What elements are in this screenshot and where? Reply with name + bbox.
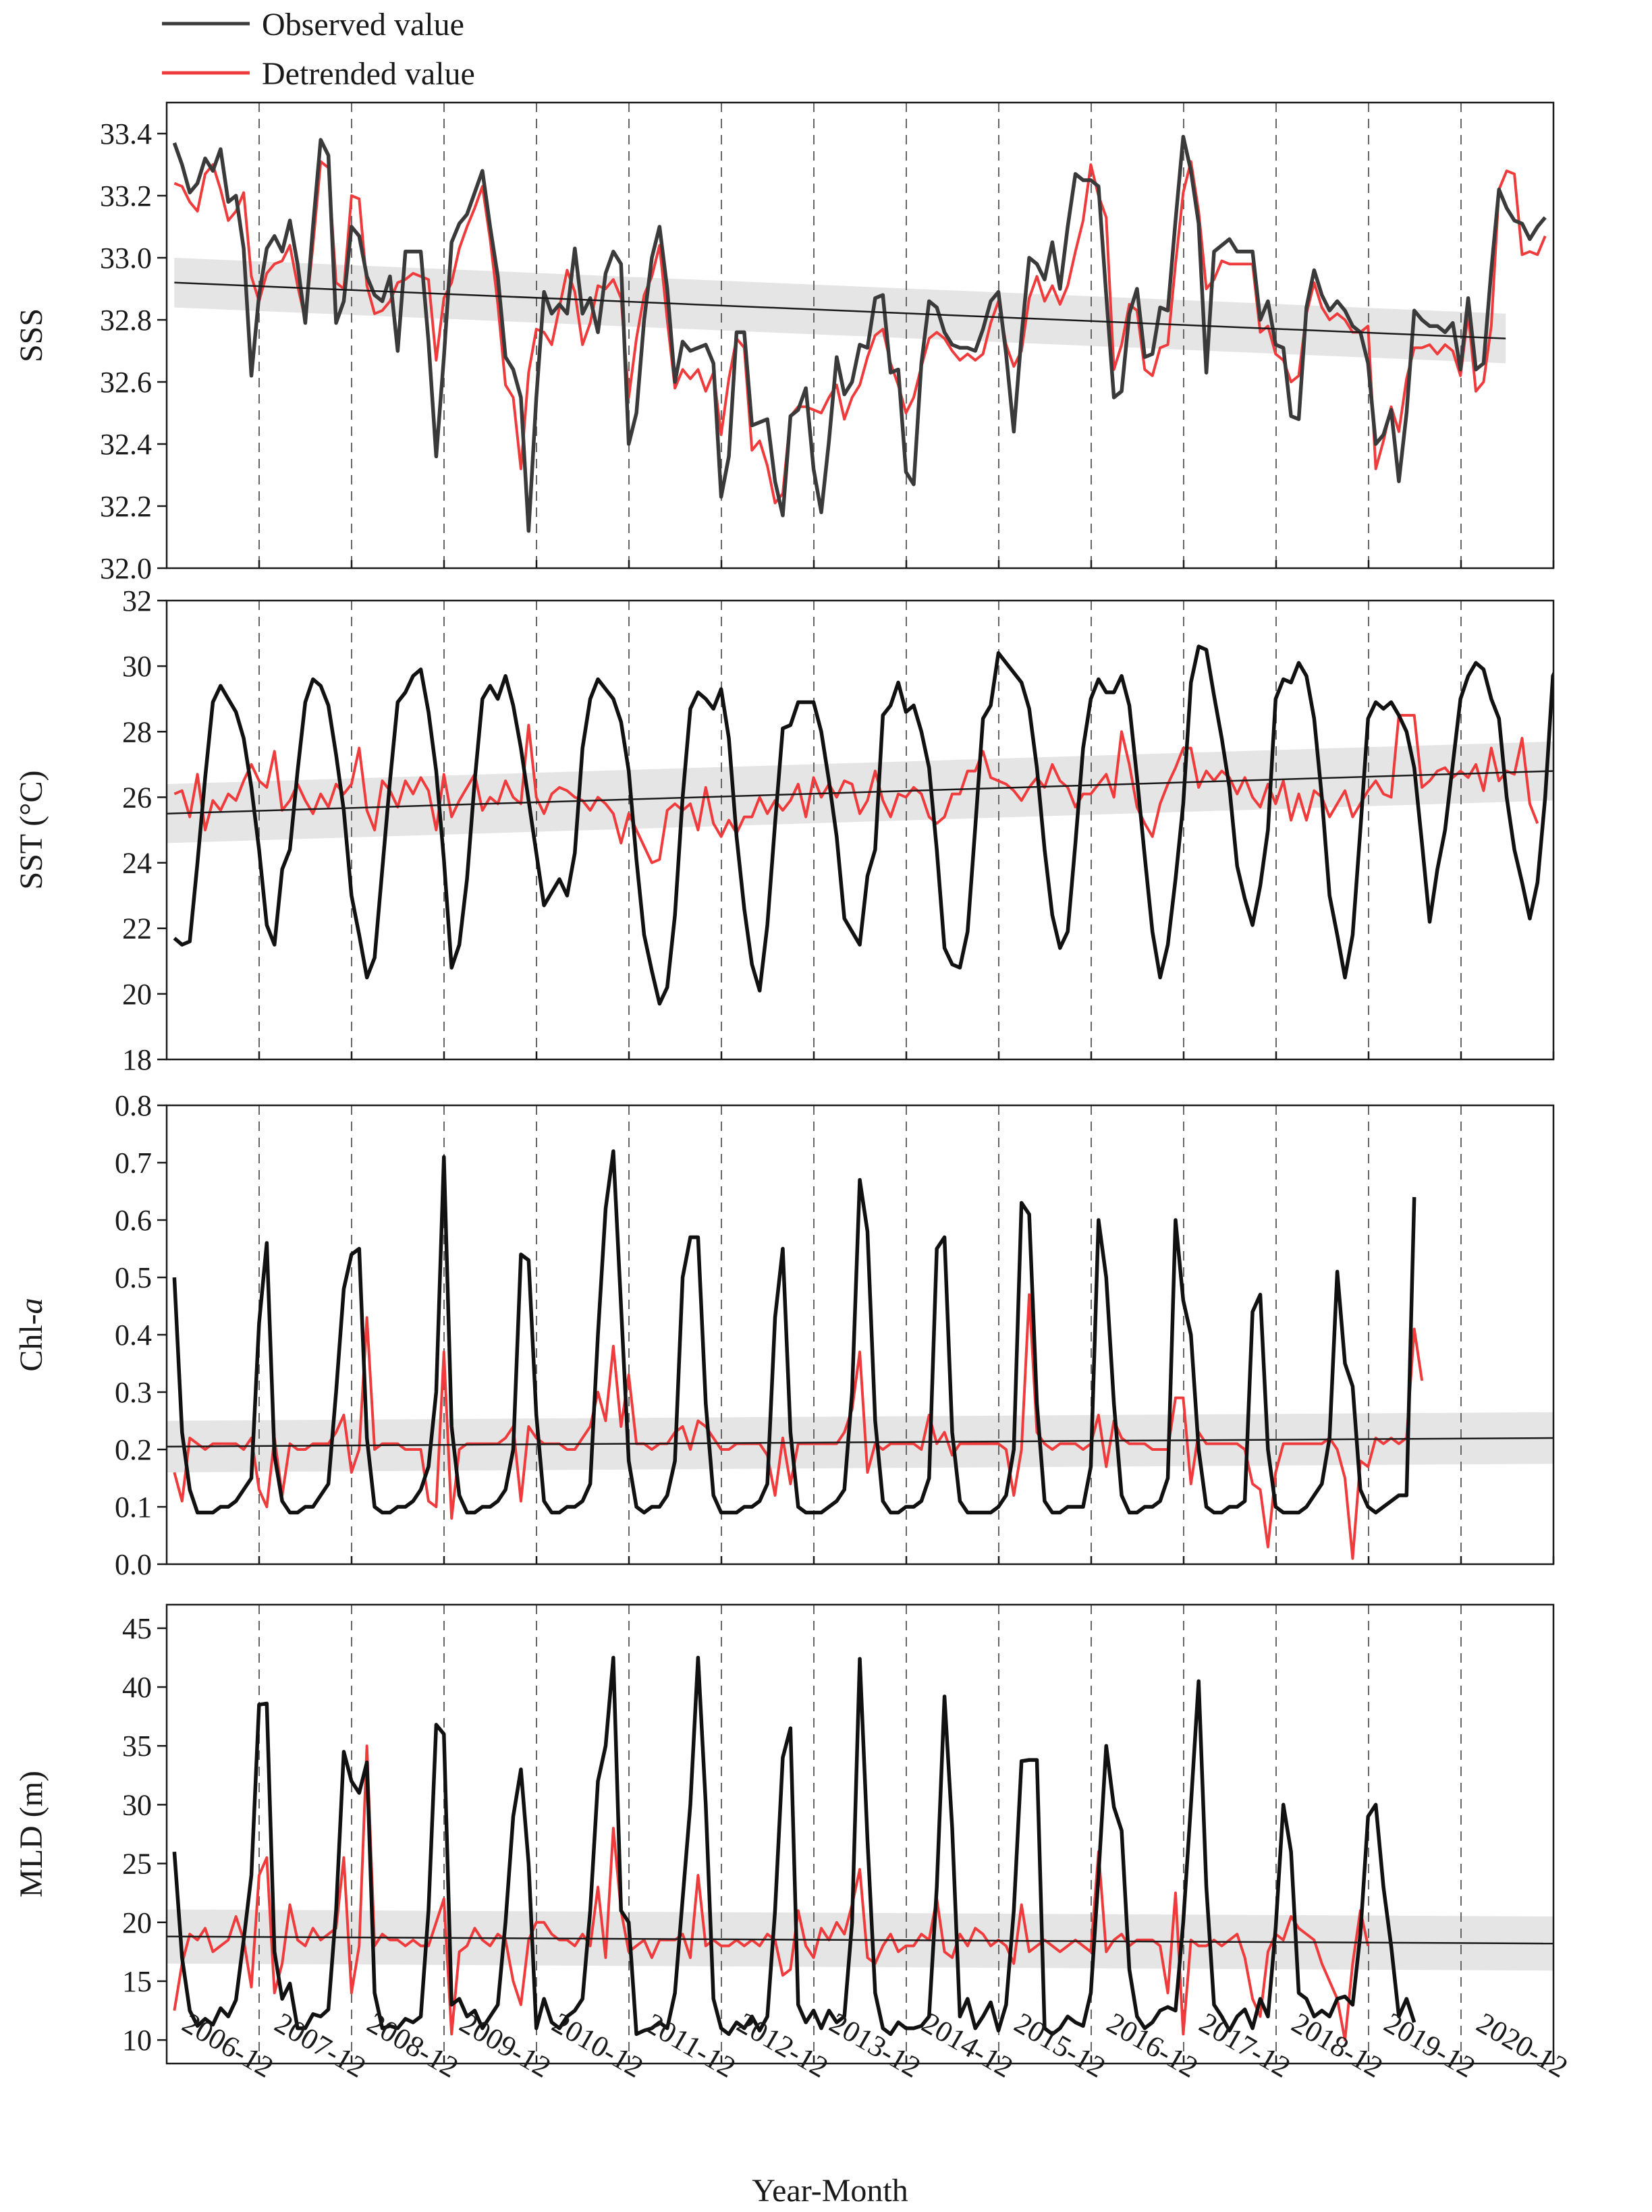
sst-series-detrended xyxy=(173,714,1539,864)
sss-trend-line xyxy=(174,281,1506,339)
mld-ytick-label-6: 40 xyxy=(122,1671,152,1704)
mld-ytick-label-0: 10 xyxy=(122,2024,152,2057)
mld-trend-line xyxy=(167,1935,1553,1945)
mld-ytick-label-3: 25 xyxy=(122,1848,152,1881)
mld-ytick-label-1: 15 xyxy=(122,1965,152,1998)
mld-ytick-label-5: 35 xyxy=(122,1730,152,1763)
sst-ytick-label-1: 20 xyxy=(122,978,152,1011)
sst-ytick-label-5: 28 xyxy=(122,715,152,748)
sst-series-observed xyxy=(173,644,1553,1006)
mld-series-detrended xyxy=(173,1744,1370,2042)
mld-frame xyxy=(165,1603,1555,2065)
chl-trend-line xyxy=(167,1437,1553,1447)
x-tick-label-2017-12: 2017-12 xyxy=(1194,2006,1296,2084)
x-tick-labels: 2006-122007-122008-122009-122010-122011-… xyxy=(177,2006,1574,2084)
legend-observed-label: Observed value xyxy=(262,7,464,43)
chl-ytick-label-2: 0.2 xyxy=(115,1433,152,1466)
mld-ytick-label-7: 45 xyxy=(122,1612,152,1645)
sst-ytick-label-6: 30 xyxy=(122,650,152,683)
x-tick-label-2011-12: 2011-12 xyxy=(640,2007,741,2084)
sst-ytick-label-7: 32 xyxy=(122,584,152,617)
sss-ytick-label-1: 32.2 xyxy=(100,490,152,523)
chl-series-observed xyxy=(172,1149,1416,1515)
sss-series-observed xyxy=(172,134,1547,533)
mld-ytick-label-2: 20 xyxy=(122,1906,152,1939)
x-tick-label-2019-12: 2019-12 xyxy=(1379,2006,1481,2084)
x-tick-label-2016-12: 2016-12 xyxy=(1101,2006,1204,2084)
mld-ytick-label-4: 30 xyxy=(122,1788,152,1821)
sss-y-axis-title: SSS xyxy=(13,308,49,362)
chl-series-detrended xyxy=(173,1293,1424,1560)
chl-ytick-label-4: 0.4 xyxy=(115,1319,152,1352)
sss-plot-area xyxy=(172,103,1547,568)
x-tick-label-2020-12: 2020-12 xyxy=(1471,2006,1574,2084)
chl-plot-area xyxy=(167,1105,1553,1564)
chl-ytick-label-1: 0.1 xyxy=(115,1491,152,1524)
sst-frame xyxy=(165,599,1555,1061)
mld-series-observed xyxy=(172,1655,1416,2037)
sst-trend-line xyxy=(167,770,1553,814)
sst-ytick-label-4: 26 xyxy=(122,781,152,814)
sss-ytick-label-0: 32.0 xyxy=(100,552,152,585)
mld-y-axis-title: MLD (m) xyxy=(13,1771,49,1898)
x-tick-label-2013-12: 2013-12 xyxy=(824,2006,927,2084)
panel-sst: 18 20 22 24 26 28 30 32 SST (°C) xyxy=(13,584,1555,1076)
legend-detrended-label: Detrended value xyxy=(262,56,475,92)
chl-ytick-label-3: 0.3 xyxy=(115,1376,152,1409)
sst-y-axis-title: SST (°C) xyxy=(13,770,49,889)
sst-ytick-label-0: 18 xyxy=(122,1043,152,1076)
chl-y-axis-title: Chl-a xyxy=(13,1298,49,1371)
x-tick-label-2015-12: 2015-12 xyxy=(1009,2006,1111,2084)
sst-plot-area xyxy=(167,601,1553,1059)
sss-ytick-label-5: 33.0 xyxy=(100,242,152,275)
sss-ytick-label-6: 33.2 xyxy=(100,179,152,213)
sss-ytick-label-7: 33.4 xyxy=(100,117,152,150)
sst-ytick-label-3: 24 xyxy=(122,847,152,880)
x-tick-label-2018-12: 2018-12 xyxy=(1286,2006,1389,2084)
sss-ytick-label-3: 32.6 xyxy=(100,366,152,399)
sst-ytick-label-2: 22 xyxy=(122,912,152,945)
panel-mld: 10 15 20 25 30 35 40 45 MLD (m) xyxy=(13,1603,1555,2065)
chl-ytick-label-0: 0.0 xyxy=(115,1548,152,1581)
sss-ytick-label-2: 32.4 xyxy=(100,428,152,461)
chl-ytick-label-7: 0.7 xyxy=(115,1146,152,1180)
legend: Observed value Detrended value xyxy=(162,7,475,92)
panel-chl: 0.0 0.1 0.2 0.3 0.4 0.5 0.6 0.7 0.8 Chl-a xyxy=(13,1089,1555,1581)
sss-frame xyxy=(165,101,1555,570)
x-tick-label-2009-12: 2009-12 xyxy=(454,2006,557,2084)
sss-ytick-label-4: 32.8 xyxy=(100,304,152,337)
panel-sss: 32.0 32.2 32.4 32.6 32.8 33.0 33.2 33.4 SSS xyxy=(13,101,1555,585)
chl-ytick-label-8: 0.8 xyxy=(115,1089,152,1122)
chl-ytick-label-5: 0.5 xyxy=(115,1261,152,1294)
x-axis-title: Year-Month xyxy=(752,2173,908,2209)
mld-plot-area xyxy=(167,1605,1553,2064)
x-tick-label-2008-12: 2008-12 xyxy=(362,2006,464,2084)
chl-ytick-label-6: 0.6 xyxy=(115,1204,152,1237)
